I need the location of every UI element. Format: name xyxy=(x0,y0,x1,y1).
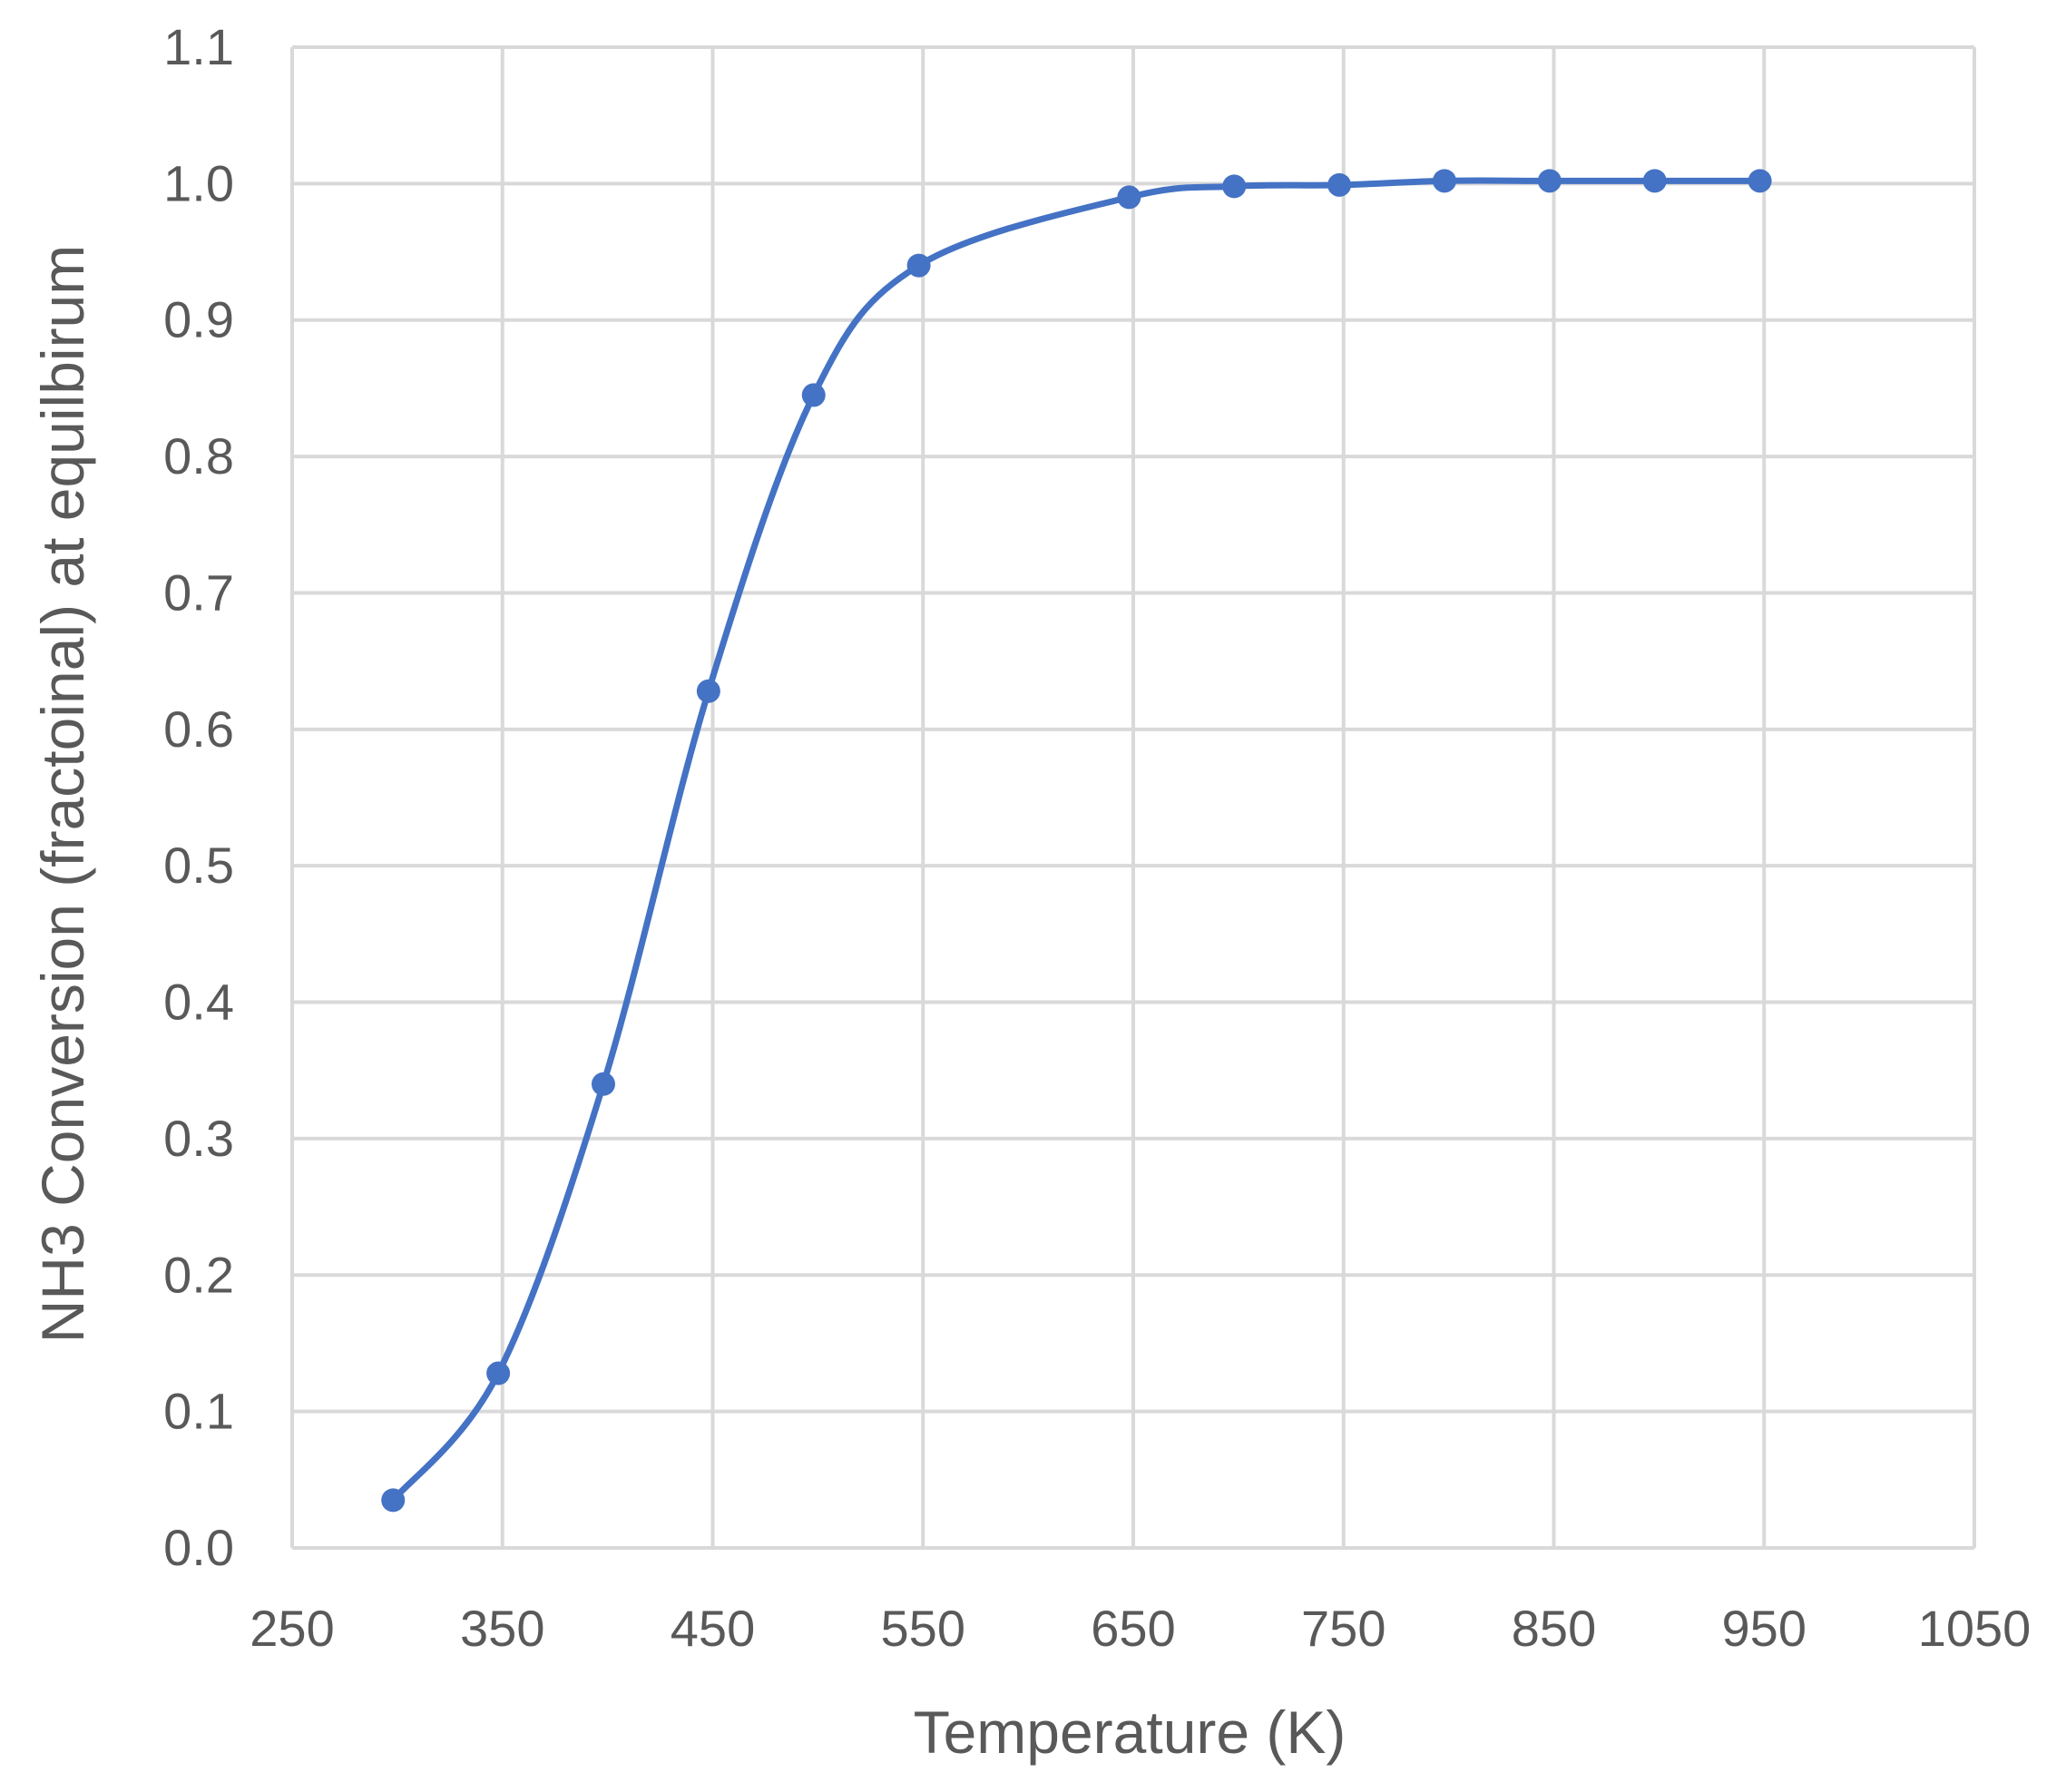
x-tick-label: 550 xyxy=(881,1600,965,1657)
y-tick-label: 0.2 xyxy=(163,1246,234,1303)
data-point xyxy=(1432,169,1456,193)
data-point xyxy=(591,1072,615,1096)
data-point xyxy=(1537,169,1562,193)
data-point xyxy=(801,383,826,407)
y-tick-labels: 0.0 0.1 0.2 0.3 0.4 0.5 0.6 0.7 0.8 0.9 1.0 1.1 xyxy=(163,18,234,1576)
data-point xyxy=(381,1488,406,1513)
data-point xyxy=(1327,172,1352,197)
y-tick-label: 0.6 xyxy=(163,700,234,758)
data-point xyxy=(1117,185,1141,210)
x-tick-label: 450 xyxy=(671,1600,755,1657)
y-tick-label: 0.3 xyxy=(163,1110,234,1167)
x-tick-label: 250 xyxy=(250,1600,334,1657)
y-tick-label: 0.5 xyxy=(163,837,234,894)
x-tick-label: 850 xyxy=(1512,1600,1596,1657)
data-point xyxy=(1748,169,1772,193)
series-points-group xyxy=(381,169,1772,1513)
y-tick-label: 0.4 xyxy=(163,974,234,1031)
x-tick-label: 1050 xyxy=(1918,1600,2032,1657)
y-tick-label: 0.0 xyxy=(163,1519,234,1576)
x-tick-label: 750 xyxy=(1301,1600,1385,1657)
data-point xyxy=(906,253,931,278)
y-tick-label: 1.1 xyxy=(163,18,234,75)
x-tick-label: 350 xyxy=(460,1600,544,1657)
y-tick-label: 1.0 xyxy=(163,154,234,211)
grid xyxy=(290,45,1976,1550)
y-tick-label: 0.8 xyxy=(163,427,234,485)
data-point xyxy=(1222,174,1247,199)
data-point xyxy=(486,1361,511,1386)
x-axis-title: Temperature (K) xyxy=(914,1699,1346,1766)
x-tick-label: 950 xyxy=(1722,1600,1807,1657)
y-tick-label: 0.1 xyxy=(163,1383,234,1440)
y-axis-title: NH3 Conversion (fractoinal) at equilbiru… xyxy=(29,245,96,1344)
y-tick-label: 0.9 xyxy=(163,291,234,348)
data-point xyxy=(1642,169,1667,193)
y-tick-label: 0.7 xyxy=(163,563,234,621)
data-point xyxy=(696,679,720,703)
x-tick-labels: 250 350 450 550 650 750 850 950 1050 xyxy=(250,1600,2031,1657)
x-tick-label: 650 xyxy=(1091,1600,1175,1657)
